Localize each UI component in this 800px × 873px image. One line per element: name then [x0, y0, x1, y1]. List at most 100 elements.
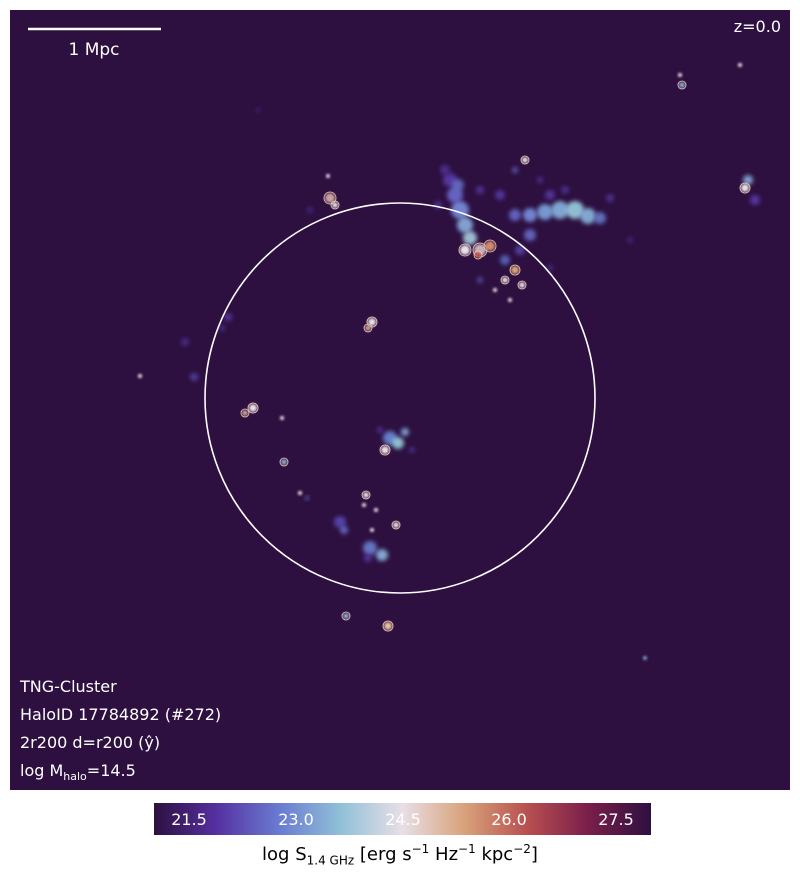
emission-blob — [738, 63, 742, 67]
emission-blob — [298, 491, 302, 495]
emission-blob — [249, 404, 257, 412]
simulation-name: TNG-Cluster — [19, 677, 117, 696]
emission-blob — [580, 208, 596, 224]
emission-blob — [305, 496, 309, 500]
emission-blob — [643, 656, 647, 660]
emission-blob — [334, 516, 346, 528]
emission-blob — [522, 157, 528, 163]
emission-blob — [495, 190, 505, 200]
emission-blob — [502, 277, 508, 283]
redshift-label: z=0.0 — [734, 17, 781, 36]
emission-contour — [458, 243, 472, 257]
radio-emission-map: 1 Mpc z=0.0 TNG-Cluster HaloID 17784892 … — [10, 10, 790, 790]
emission-blob — [401, 428, 409, 436]
emission-blob — [368, 318, 376, 326]
emission-blob — [325, 193, 335, 203]
emission-blob — [460, 245, 470, 255]
emission-blob — [364, 554, 372, 562]
emission-blob — [519, 282, 525, 288]
emission-blob — [678, 73, 682, 77]
emission-blob — [524, 229, 536, 241]
emission-blob — [377, 427, 383, 433]
emission-contour — [520, 155, 530, 165]
colorbar-tick-label: 26.0 — [491, 810, 527, 829]
emission-blob — [515, 245, 525, 255]
emission-contour — [391, 520, 401, 530]
emission-blob — [307, 207, 313, 213]
emission-blobs — [138, 63, 760, 660]
emission-blob — [551, 201, 569, 219]
emission-blob — [566, 201, 584, 219]
emission-blob — [509, 209, 521, 221]
emission-contour — [361, 490, 371, 500]
halo-id: HaloID 17784892 (#272) — [20, 705, 221, 724]
colorbar-ticks: 21.5 23.0 24.5 26.0 27.5 — [171, 810, 634, 829]
emission-blob — [256, 108, 260, 112]
emission-blob — [219, 325, 225, 331]
emission-blob — [392, 437, 404, 449]
emission-blob — [743, 175, 753, 185]
emission-blob — [452, 179, 464, 191]
emission-blob — [508, 298, 512, 302]
emission-contour — [247, 402, 259, 414]
emission-contour — [500, 275, 510, 285]
emission-contour — [483, 239, 497, 253]
emission-blob — [409, 447, 415, 453]
emission-contour — [517, 280, 527, 290]
emission-blob — [511, 266, 519, 274]
emission-contour — [382, 620, 394, 632]
emission-blob — [340, 526, 348, 534]
emission-blob — [447, 187, 463, 203]
emission-blob — [190, 373, 198, 381]
emission-contour — [279, 457, 289, 467]
colorbar-tick-label: 24.5 — [385, 810, 421, 829]
emission-contour — [509, 264, 521, 276]
emission-blob — [457, 217, 473, 233]
emission-blob — [384, 622, 392, 630]
emission-blob — [181, 338, 189, 346]
emission-blob — [627, 237, 633, 243]
emission-blob — [332, 202, 338, 208]
emission-blob — [475, 252, 481, 258]
emission-blob — [679, 82, 685, 88]
emission-blob — [500, 255, 510, 265]
emission-blob — [362, 503, 366, 507]
emission-blob — [343, 613, 349, 619]
emission-blob — [594, 212, 606, 224]
projection-info: 2r200 d=r200 (ŷ) — [20, 733, 160, 752]
emission-blob — [561, 186, 569, 194]
emission-blob — [741, 184, 749, 192]
emission-blob — [370, 528, 374, 532]
emission-blob — [363, 492, 369, 498]
emission-contour — [473, 250, 483, 260]
emission-blob — [476, 186, 484, 194]
emission-blob — [363, 541, 377, 555]
emission-contour — [323, 191, 337, 205]
colorbar-gradient — [154, 803, 651, 835]
emission-contour — [240, 408, 250, 418]
emission-blob — [242, 410, 248, 416]
colorbar: 21.5 23.0 24.5 26.0 27.5 — [154, 803, 651, 835]
emission-blob — [138, 374, 142, 378]
emission-blob — [376, 549, 388, 561]
emission-blob — [365, 325, 371, 331]
emission-blob — [485, 241, 495, 251]
colorbar-tick-label: 27.5 — [598, 810, 634, 829]
emission-blob — [281, 459, 287, 465]
colorbar-tick-label: 21.5 — [171, 810, 207, 829]
emission-contour — [341, 611, 351, 621]
map-background — [10, 10, 790, 790]
emission-contour — [379, 444, 391, 456]
emission-blob — [523, 208, 537, 222]
colorbar-label: log S1.4 GHz [erg s−1 Hz−1 kpc−2] — [262, 842, 538, 868]
emission-blob — [224, 313, 232, 321]
emission-blob — [512, 167, 518, 173]
halo-mass: log Mhalo=14.5 — [20, 761, 136, 783]
emission-blob — [537, 177, 543, 183]
emission-blob — [606, 194, 614, 202]
emission-blob — [537, 204, 553, 220]
emission-blob — [477, 277, 483, 283]
emission-blob — [750, 195, 760, 205]
emission-blob — [374, 508, 378, 512]
emission-blob — [440, 165, 450, 175]
